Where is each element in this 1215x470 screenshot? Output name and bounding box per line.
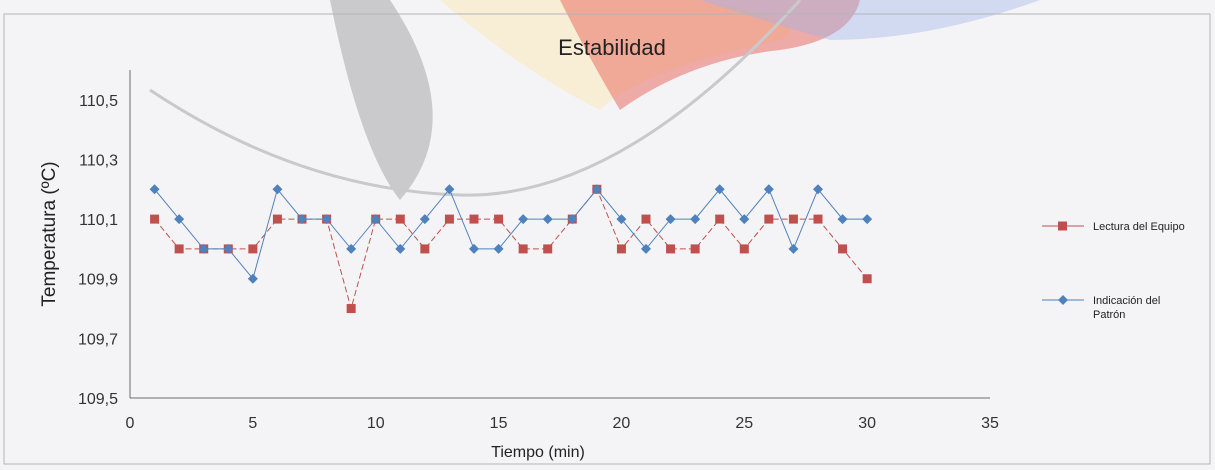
x-tick-label: 0 [126, 415, 135, 432]
data-point [862, 214, 873, 225]
y-tick-label: 109,7 [78, 331, 118, 348]
y-tick-label: 110,1 [79, 212, 118, 229]
series-line [154, 188, 868, 311]
watermark-graphic [330, 0, 1040, 200]
legend-item: Lectura del Equipo [1042, 221, 1185, 233]
data-point [469, 214, 479, 224]
data-point [763, 184, 774, 195]
data-point [739, 244, 749, 254]
data-point [665, 214, 676, 225]
data-point [346, 243, 357, 254]
x-tick-label: 30 [858, 415, 876, 432]
legend-label: Indicación del [1093, 295, 1160, 307]
data-point [444, 214, 454, 224]
data-point [838, 244, 848, 254]
x-tick-labels: 0 5 10 15 20 25 30 35 [126, 415, 999, 432]
data-point [542, 214, 553, 225]
data-point [739, 214, 750, 225]
data-point [346, 304, 356, 314]
y-tick-label: 110,5 [79, 93, 118, 110]
data-point [272, 184, 283, 195]
chart-title: Estabilidad [558, 35, 666, 60]
series-layer [149, 184, 873, 314]
x-axis-label: Tiempo (min) [491, 444, 585, 461]
data-point [641, 214, 651, 224]
data-point [715, 214, 725, 224]
data-point [788, 214, 798, 224]
data-point [321, 214, 332, 225]
data-point [150, 214, 160, 224]
data-point [690, 214, 701, 225]
data-point [174, 214, 185, 225]
data-point [518, 214, 529, 225]
y-tick-labels: 109,5 109,7 109,9 110,1 110,3 110,5 [78, 93, 118, 408]
data-point [469, 243, 479, 254]
x-tick-label: 20 [613, 415, 631, 432]
data-point [444, 184, 455, 195]
data-point [616, 244, 626, 254]
series-indicacion-patron [149, 184, 873, 284]
data-point [813, 214, 823, 224]
data-point [567, 214, 578, 225]
legend-label: Patrón [1093, 309, 1125, 321]
series-lectura-equipo [150, 184, 872, 314]
legend-label: Lectura del Equipo [1093, 221, 1185, 233]
data-point [813, 184, 823, 195]
data-point [543, 244, 553, 254]
legend-item: Indicación del Patrón [1042, 295, 1160, 321]
data-point [223, 243, 234, 254]
data-point [198, 243, 209, 254]
data-point [591, 184, 602, 195]
data-point [247, 273, 258, 284]
legend: Lectura del Equipo Indicación del Patrón [1042, 221, 1185, 321]
data-point [862, 274, 872, 284]
data-point [518, 244, 528, 254]
x-tick-label: 5 [248, 415, 257, 432]
y-tick-label: 109,5 [78, 391, 118, 408]
data-point [493, 243, 504, 254]
legend-marker [1058, 295, 1068, 305]
x-tick-label: 35 [981, 415, 999, 432]
data-point [395, 243, 406, 254]
data-point [248, 244, 258, 254]
data-point [837, 214, 848, 225]
data-point [419, 214, 430, 225]
x-tick-label: 10 [367, 415, 385, 432]
data-point [395, 214, 405, 224]
x-tick-label: 25 [735, 415, 753, 432]
legend-marker [1058, 221, 1067, 231]
y-axis-label: Temperatura (ºC) [39, 161, 60, 306]
watermark-arc [149, 0, 802, 197]
x-tick-label: 15 [490, 415, 508, 432]
data-point [666, 244, 676, 254]
data-point [616, 214, 627, 225]
data-point [764, 214, 774, 224]
y-tick-label: 109,9 [78, 272, 118, 289]
data-point [297, 214, 307, 225]
data-point [690, 244, 700, 254]
data-point [174, 244, 184, 254]
data-point [641, 243, 651, 254]
series-line [154, 188, 868, 280]
data-point [370, 214, 381, 225]
data-point [272, 214, 282, 224]
y-tick-label: 110,3 [79, 152, 118, 169]
data-point [420, 244, 430, 254]
chart-border [3, 13, 1211, 465]
data-point [494, 214, 504, 224]
data-point [714, 184, 725, 195]
data-point [149, 184, 160, 195]
data-point [788, 243, 799, 254]
